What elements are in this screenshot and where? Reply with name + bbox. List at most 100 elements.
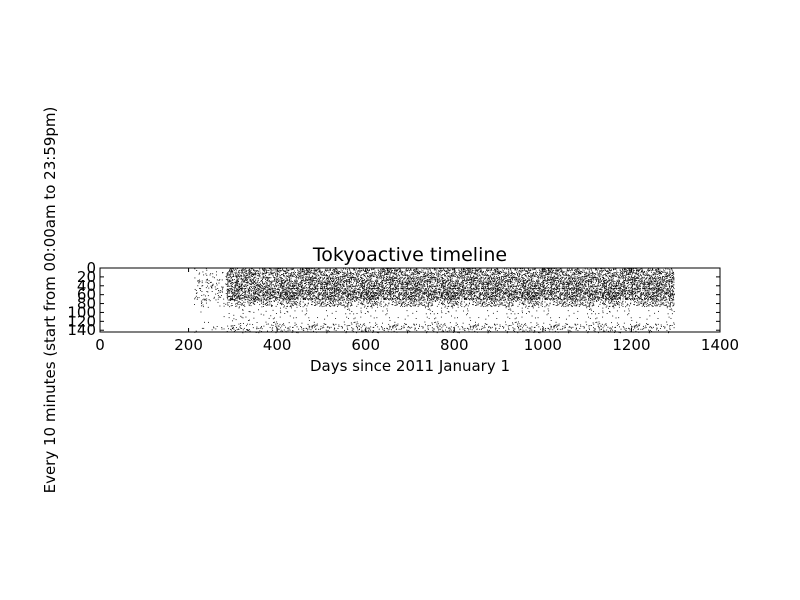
activity-point [320, 277, 322, 279]
activity-point [374, 296, 376, 298]
activity-point [390, 288, 392, 289]
activity-point [244, 301, 246, 303]
activity-point [426, 275, 428, 277]
activity-point [432, 294, 434, 296]
activity-point [280, 296, 282, 297]
activity-point [417, 300, 419, 302]
activity-point [277, 294, 279, 296]
activity-point [435, 277, 437, 279]
activity-point [357, 289, 359, 290]
activity-point [336, 285, 338, 287]
activity-point [257, 279, 259, 281]
activity-point [269, 294, 270, 296]
activity-point [296, 297, 298, 299]
activity-point [297, 272, 299, 274]
activity-point [203, 294, 205, 296]
activity-point [324, 277, 326, 279]
activity-point [420, 291, 422, 293]
activity-point [260, 313, 262, 315]
activity-point [404, 282, 406, 283]
activity-point [306, 280, 308, 281]
activity-point [354, 291, 356, 293]
activity-point [281, 293, 283, 295]
activity-point [422, 287, 424, 289]
activity-point [299, 282, 301, 283]
activity-point [400, 282, 402, 284]
activity-point [321, 281, 323, 283]
activity-point [234, 293, 236, 295]
activity-point [251, 273, 253, 275]
activity-point [289, 296, 291, 298]
activity-point [248, 296, 249, 298]
activity-point [399, 300, 401, 302]
activity-point [235, 272, 237, 274]
activity-point [311, 288, 313, 290]
activity-point [350, 273, 352, 275]
activity-point [292, 326, 293, 328]
activity-point [403, 293, 405, 295]
activity-point [322, 288, 324, 290]
activity-point [335, 268, 337, 270]
activity-point [353, 322, 355, 324]
activity-point [238, 289, 240, 291]
activity-point [369, 270, 370, 272]
activity-point [407, 270, 409, 272]
activity-point [287, 291, 289, 293]
activity-point [426, 316, 428, 318]
activity-point [386, 290, 388, 292]
activity-point [412, 272, 414, 274]
activity-point [335, 287, 337, 289]
activity-point [360, 271, 362, 273]
activity-point [295, 281, 297, 283]
activity-point [326, 275, 327, 276]
activity-point [350, 272, 351, 274]
activity-point [252, 273, 254, 275]
activity-point [294, 302, 296, 304]
activity-point [294, 298, 296, 300]
activity-point [309, 289, 311, 291]
activity-point [372, 304, 374, 306]
activity-point [245, 290, 247, 292]
activity-point [394, 302, 396, 304]
activity-point [283, 299, 285, 301]
activity-point [312, 281, 314, 283]
activity-point [374, 282, 376, 284]
activity-point [206, 269, 208, 271]
activity-point [370, 293, 371, 294]
activity-point [325, 286, 327, 287]
activity-point [407, 296, 409, 298]
activity-point [429, 282, 431, 284]
activity-point [302, 293, 304, 295]
activity-point [400, 277, 402, 279]
activity-point [245, 297, 247, 299]
activity-point [378, 287, 380, 289]
activity-point [297, 269, 299, 271]
activity-point [303, 290, 305, 292]
activity-point [283, 283, 285, 285]
activity-point [300, 282, 302, 284]
activity-point [275, 279, 277, 281]
activity-point [250, 284, 252, 286]
activity-point [367, 279, 369, 281]
activity-point [421, 276, 423, 277]
activity-point [436, 332, 438, 334]
activity-point [285, 288, 287, 290]
activity-point [335, 269, 337, 271]
activity-point [400, 300, 402, 302]
activity-point [205, 268, 207, 270]
activity-point [354, 285, 356, 287]
activity-point [285, 292, 287, 294]
activity-point [331, 292, 333, 294]
activity-point [397, 289, 399, 291]
activity-point [258, 298, 259, 299]
activity-point [342, 271, 343, 273]
activity-point [430, 273, 432, 274]
activity-point [334, 304, 336, 306]
activity-point [409, 269, 411, 271]
activity-point [414, 299, 416, 301]
activity-point [328, 281, 330, 283]
activity-point [361, 301, 363, 303]
activity-point [378, 294, 379, 296]
activity-point [437, 276, 439, 278]
activity-point [399, 292, 400, 294]
